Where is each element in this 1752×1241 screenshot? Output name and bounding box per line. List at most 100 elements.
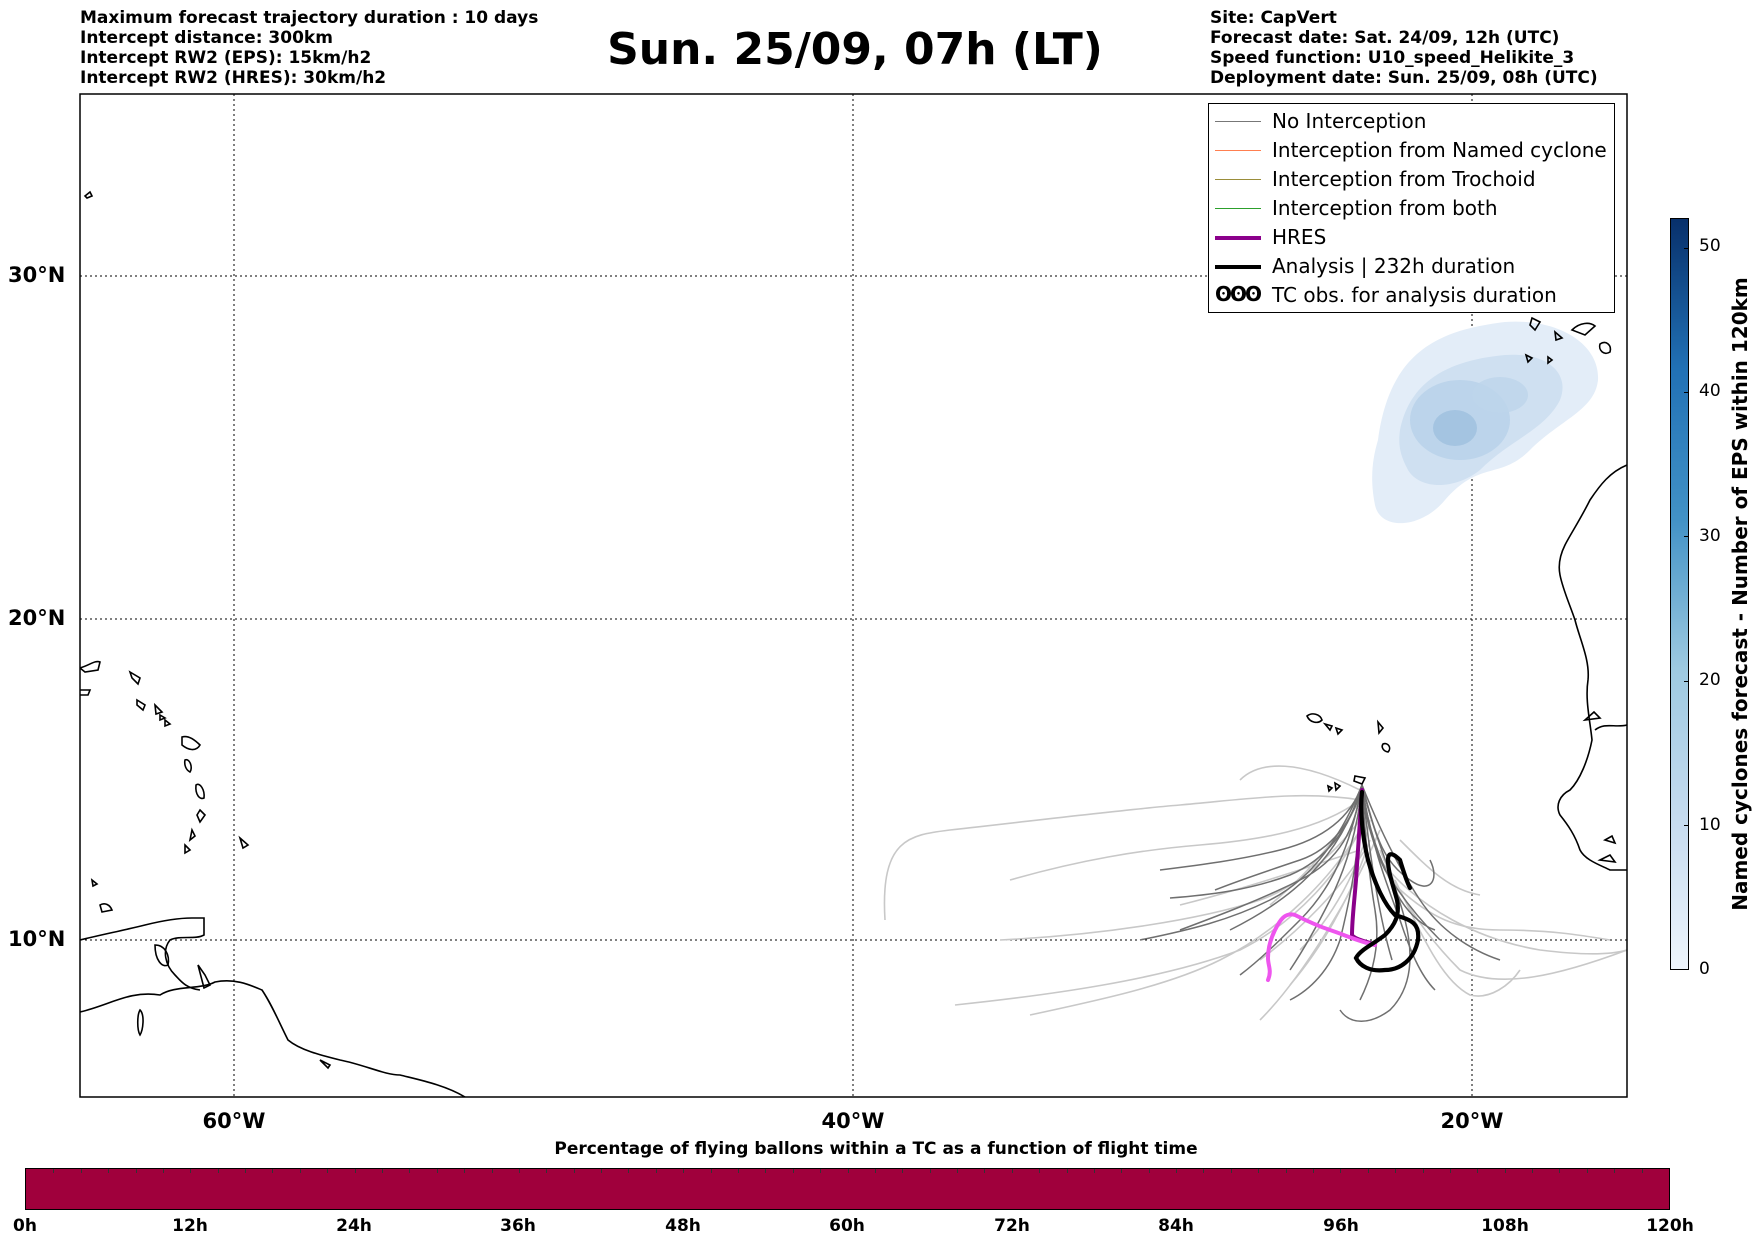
legend-item-trochoid: Interception from Trochoid [1209, 165, 1614, 194]
legend-item-hres: HRES [1209, 223, 1614, 252]
legend-label: Interception from Named cyclone [1272, 138, 1607, 162]
legend-swatch [1215, 150, 1261, 151]
flight-time-tick [710, 1169, 712, 1173]
flight-time-tick [847, 1169, 849, 1173]
flight-time-tick [957, 1169, 959, 1173]
coastlines [80, 190, 1627, 1097]
flight-time-tick [628, 1169, 630, 1173]
eps-trajectories-light [883, 765, 1627, 1021]
legend-label: Interception from both [1272, 196, 1498, 220]
legend-swatch [1215, 208, 1261, 209]
hour-label: 120h [1646, 1216, 1694, 1236]
flight-time-bar [25, 1168, 1670, 1210]
hour-label: 72h [994, 1216, 1030, 1236]
colorbar-tick: 20 [1699, 670, 1721, 690]
colorbar-tick: 40 [1699, 381, 1721, 401]
flight-time-tick [245, 1169, 247, 1173]
flight-time-tick [108, 1169, 110, 1173]
flight-time-tick [765, 1169, 767, 1173]
colorbar-tick-mark [1684, 680, 1689, 682]
flight-time-tick [1285, 1169, 1287, 1173]
flight-time-tick [1313, 1169, 1315, 1173]
colorbar-tick-mark [1684, 392, 1689, 394]
analysis-trajectory [1353, 789, 1421, 973]
hour-label: 12h [172, 1216, 208, 1236]
flight-time-tick [1066, 1169, 1068, 1173]
legend-swatch [1215, 236, 1261, 240]
colorbar-tick: 50 [1699, 236, 1721, 256]
flight-time-tick [1203, 1169, 1205, 1173]
hour-label: 48h [665, 1216, 701, 1236]
flight-time-tick [1422, 1169, 1424, 1173]
colorbar-tick-mark [1684, 247, 1689, 249]
map-legend: No Interception Interception from Named … [1208, 103, 1615, 313]
flight-time-tick [1230, 1169, 1232, 1173]
flight-time-tick [272, 1169, 274, 1173]
flight-time-tick [546, 1169, 548, 1173]
hour-label: 0h [13, 1216, 37, 1236]
forecast-parameters: Maximum forecast trajectory duration : 1… [80, 8, 538, 88]
flight-time-tick [601, 1169, 603, 1173]
flight-time-tick [217, 1169, 219, 1173]
flight-time-tick [1340, 1169, 1342, 1173]
flight-time-title: Percentage of flying ballons within a TC… [554, 1139, 1198, 1159]
flight-time-tick [1449, 1169, 1451, 1173]
legend-item-both: Interception from both [1209, 194, 1614, 223]
flight-time-tick [1258, 1169, 1260, 1173]
flight-time-tick [1532, 1169, 1534, 1173]
flight-time-tick [1477, 1169, 1479, 1173]
hour-label: 84h [1158, 1216, 1194, 1236]
flight-time-tick [354, 1169, 356, 1173]
colorbar-tick-mark [1684, 969, 1689, 970]
flight-time-tick [1641, 1169, 1643, 1173]
info-line: Intercept RW2 (HRES): 30km/h2 [80, 68, 387, 88]
flight-time-tick [573, 1169, 575, 1173]
legend-label: HRES [1272, 225, 1327, 249]
lon-label-60w: 60°W [202, 1109, 266, 1133]
flight-time-tick [792, 1169, 794, 1173]
info-line: Intercept RW2 (EPS): 15km/h2 [80, 48, 372, 68]
flight-time-tick [737, 1169, 739, 1173]
lat-label-20n: 20°N [8, 606, 66, 630]
flight-time-tick [436, 1169, 438, 1173]
info-line: Maximum forecast trajectory duration : 1… [80, 8, 539, 28]
lat-label-10n: 10°N [8, 927, 66, 951]
hour-label: 96h [1323, 1216, 1359, 1236]
eps-trajectories-no-interception [1139, 784, 1501, 1022]
info-line: Site: CapVert [1210, 8, 1337, 28]
info-line: Intercept distance: 300km [80, 28, 333, 48]
legend-swatch [1215, 265, 1261, 269]
flight-time-tick [518, 1169, 520, 1173]
lat-label-30n: 30°N [8, 263, 66, 287]
flight-time-tick [929, 1169, 931, 1173]
flight-time-tick [1586, 1169, 1588, 1173]
map-title: Sun. 25/09, 07h (LT) [607, 24, 1103, 75]
lon-label-20w: 20°W [1440, 1109, 1504, 1133]
flight-time-tick [1367, 1169, 1369, 1173]
flight-time-tick [984, 1169, 986, 1173]
hour-label: 60h [829, 1216, 865, 1236]
flight-time-tick [902, 1169, 904, 1173]
flight-time-tick [491, 1169, 493, 1173]
flight-time-tick [409, 1169, 411, 1173]
legend-item-named-cyclone: Interception from Named cyclone [1209, 136, 1614, 165]
flight-time-tick [190, 1169, 192, 1173]
legend-label: TC obs. for analysis duration [1272, 283, 1557, 307]
flight-time-tick [1504, 1169, 1506, 1173]
hour-label: 24h [336, 1216, 372, 1236]
legend-item-analysis: Analysis | 232h duration [1209, 252, 1614, 281]
flight-time-tick [53, 1169, 55, 1173]
flight-time-tick [1039, 1169, 1041, 1173]
flight-time-tick [1614, 1169, 1616, 1173]
cyclone-density-field [1372, 321, 1599, 524]
cyclone-colorbar [1670, 218, 1689, 970]
flight-time-tick [299, 1169, 301, 1173]
flight-time-tick [381, 1169, 383, 1173]
legend-label: Analysis | 232h duration [1272, 254, 1516, 278]
flight-time-tick [135, 1169, 137, 1173]
colorbar-tick: 0 [1699, 959, 1710, 979]
flight-time-tick [327, 1169, 329, 1173]
hour-label: 36h [500, 1216, 536, 1236]
colorbar-title: Named cyclones forecast - Number of EPS … [1728, 277, 1752, 911]
